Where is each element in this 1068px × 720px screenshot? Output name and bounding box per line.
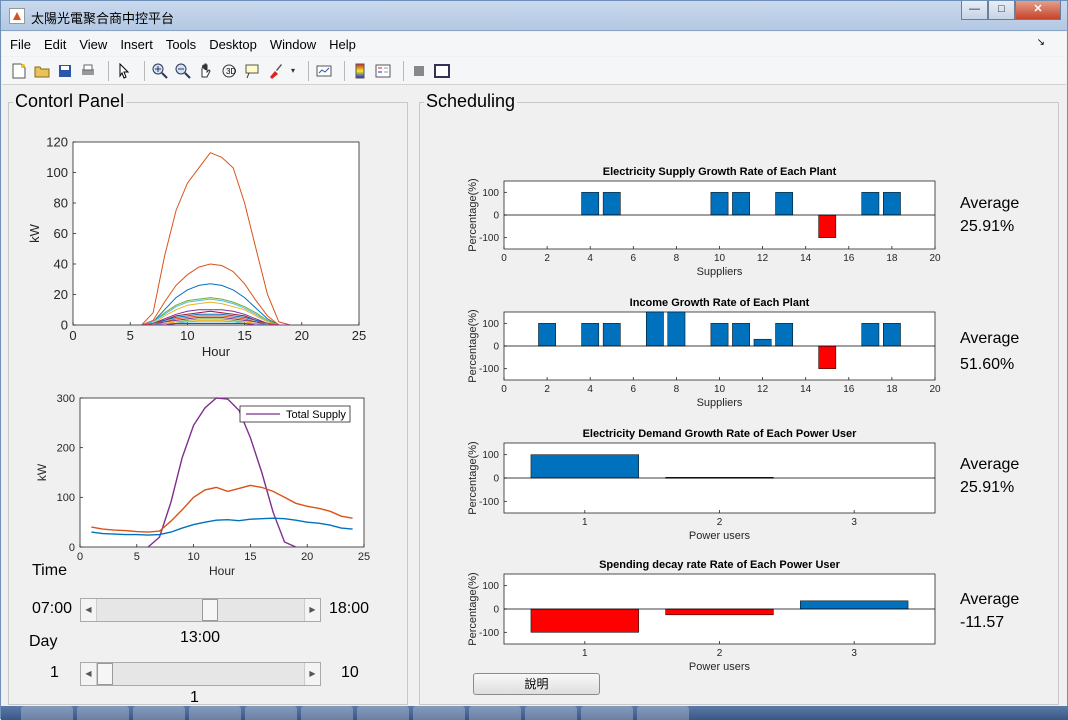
menu-window[interactable]: Window xyxy=(269,36,317,52)
average-value: -11.57 xyxy=(960,614,1005,631)
slider-thumb[interactable] xyxy=(97,663,113,685)
slider-thumb[interactable] xyxy=(202,599,219,621)
time-min-label: 07:00 xyxy=(32,600,73,617)
slider-left-arrow-icon[interactable]: ◀ xyxy=(81,599,97,621)
hide-icon[interactable] xyxy=(410,62,428,80)
toolbar: 3D ▾ xyxy=(2,57,1066,85)
time-max-label: 18:00 xyxy=(329,600,370,617)
taskbar-item[interactable] xyxy=(301,706,353,720)
scheduling-panel xyxy=(419,102,1059,705)
pan-icon[interactable] xyxy=(197,62,215,80)
average-label: Average xyxy=(960,195,1020,212)
slider-right-arrow-icon[interactable]: ▶ xyxy=(304,599,320,621)
explain-button[interactable]: 說明 xyxy=(473,673,600,695)
menu-tools[interactable]: Tools xyxy=(165,36,197,52)
link-icon[interactable] xyxy=(315,62,333,80)
average-spending: Average -11.57 xyxy=(960,588,1019,634)
control-panel-title: Contorl Panel xyxy=(13,91,127,112)
taskbar-item[interactable] xyxy=(413,706,465,720)
time-slider[interactable]: ◀ ▶ xyxy=(80,598,321,622)
time-value: 13:00 xyxy=(180,629,221,646)
save-icon[interactable] xyxy=(56,62,74,80)
day-min-label: 1 xyxy=(50,664,59,681)
matlab-icon xyxy=(9,8,25,24)
taskbar-item[interactable] xyxy=(357,706,409,720)
chevron-down-icon[interactable]: ▾ xyxy=(290,66,295,75)
average-value: 51.60% xyxy=(960,356,1015,373)
data-cursor-icon[interactable] xyxy=(243,62,261,80)
menu-help[interactable]: Help xyxy=(329,36,356,52)
brush-icon[interactable] xyxy=(266,62,284,80)
taskbar-item[interactable] xyxy=(189,706,241,720)
average-label: Average xyxy=(960,456,1020,473)
window-title: 太陽光電聚合商中控平台 xyxy=(31,11,175,26)
average-value: 25.91% xyxy=(960,479,1015,496)
taskbar-item[interactable] xyxy=(133,706,185,720)
taskbar-item[interactable] xyxy=(637,706,689,720)
minimize-button[interactable]: — xyxy=(961,1,988,20)
pointer-icon[interactable] xyxy=(115,62,133,80)
menu-insert[interactable]: Insert xyxy=(120,36,153,52)
taskbar-item[interactable] xyxy=(21,706,73,720)
average-label: Average xyxy=(960,330,1020,347)
slider-right-arrow-icon[interactable]: ▶ xyxy=(304,663,320,685)
average-income: Average 51.60% xyxy=(960,326,1019,378)
taskbar-item[interactable] xyxy=(245,706,297,720)
svg-text:3D: 3D xyxy=(226,67,236,76)
legend-icon[interactable] xyxy=(374,62,392,80)
rotate-icon[interactable]: 3D xyxy=(220,62,238,80)
title-bar: 太陽光電聚合商中控平台 — □ ✕ xyxy=(1,1,1067,31)
day-max-label: 10 xyxy=(341,664,359,681)
day-slider[interactable]: ◀ ▶ xyxy=(80,662,321,686)
average-demand: Average 25.91% xyxy=(960,453,1019,499)
scheduling-panel-title: Scheduling xyxy=(424,91,518,112)
time-label: Time xyxy=(32,562,67,579)
taskbar-item[interactable] xyxy=(469,706,521,720)
taskbar-item[interactable] xyxy=(581,706,633,720)
control-panel xyxy=(8,102,408,705)
day-value: 1 xyxy=(190,689,199,706)
menu-edit[interactable]: Edit xyxy=(43,36,67,52)
dock-arrow-icon[interactable]: ↘ xyxy=(1036,37,1045,48)
menu-desktop[interactable]: Desktop xyxy=(209,36,257,52)
menu-file[interactable]: File xyxy=(10,36,31,52)
new-icon[interactable] xyxy=(10,62,28,80)
average-supply: Average 25.91% xyxy=(960,192,1019,238)
close-button[interactable]: ✕ xyxy=(1015,1,1061,20)
zoom-in-icon[interactable] xyxy=(151,62,169,80)
menu-view[interactable]: View xyxy=(79,36,108,52)
maximize-button[interactable]: □ xyxy=(988,1,1015,20)
taskbar-item[interactable] xyxy=(525,706,577,720)
average-label: Average xyxy=(960,591,1020,608)
zoom-out-icon[interactable] xyxy=(174,62,192,80)
show-icon[interactable] xyxy=(433,62,451,80)
open-icon[interactable] xyxy=(33,62,51,80)
day-label: Day xyxy=(29,633,58,650)
slider-left-arrow-icon[interactable]: ◀ xyxy=(81,663,97,685)
taskbar-item[interactable] xyxy=(77,706,129,720)
print-icon[interactable] xyxy=(79,62,97,80)
colorbar-icon[interactable] xyxy=(351,62,369,80)
average-value: 25.91% xyxy=(960,218,1015,235)
menu-bar: File Edit View Insert Tools Desktop Wind… xyxy=(2,32,1066,56)
taskbar xyxy=(1,706,1068,720)
